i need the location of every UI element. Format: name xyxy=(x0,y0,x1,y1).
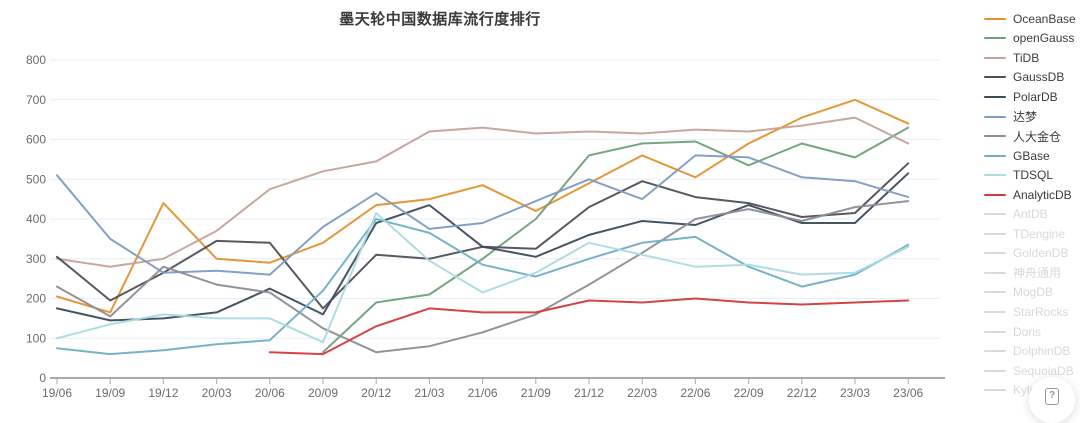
legend-label: OceanBase xyxy=(1013,11,1076,26)
legend-label: GoldenDB xyxy=(1013,246,1069,261)
x-axis-tick-label: 20/06 xyxy=(255,386,285,400)
legend-line-swatch xyxy=(984,95,1006,98)
legend-item-tidb[interactable]: TiDB xyxy=(984,48,1080,68)
legend-label: 神舟通用 xyxy=(1013,266,1062,281)
series-line-TDSQL[interactable] xyxy=(56,212,910,344)
legend-item-tdengine[interactable]: TDengine xyxy=(984,224,1080,244)
legend-line-swatch xyxy=(984,135,1006,138)
legend-line-swatch xyxy=(984,56,1006,59)
legend-line-swatch xyxy=(984,389,1006,392)
x-axis-tick-label: 20/12 xyxy=(361,386,391,400)
y-axis-tick-label: 400 xyxy=(26,212,46,226)
x-axis-tick-label: 21/09 xyxy=(521,386,551,400)
series-line-达梦[interactable] xyxy=(56,154,910,276)
legend-line-swatch xyxy=(984,291,1006,294)
legend-item-opengauss[interactable]: openGauss xyxy=(984,29,1080,49)
x-axis-tick-label: 19/06 xyxy=(42,386,72,400)
x-axis-tick-label: 19/12 xyxy=(148,386,178,400)
legend-label: GaussDB xyxy=(1013,70,1065,85)
legend-line-swatch xyxy=(984,232,1006,235)
legend-line-swatch xyxy=(984,174,1006,177)
x-axis-tick-label: 22/03 xyxy=(627,386,657,400)
legend-line-swatch xyxy=(984,17,1006,20)
legend-label: MogDB xyxy=(1013,285,1054,300)
legend-label: Doris xyxy=(1013,324,1042,339)
legend-line-swatch xyxy=(984,76,1006,79)
legend-line-swatch xyxy=(984,369,1006,372)
legend-label: 人大金仓 xyxy=(1013,129,1062,144)
legend-line-swatch xyxy=(984,350,1006,353)
x-axis-tick-label: 23/03 xyxy=(840,386,870,400)
legend-line-swatch xyxy=(984,37,1006,40)
chart-page: 墨天轮中国数据库流行度排行 0 100 200 300 400 500 600 700 800 1… xyxy=(0,0,1080,414)
x-axis-tick-label: 20/09 xyxy=(308,386,338,400)
legend-label: TDengine xyxy=(1013,226,1066,241)
x-axis-tick-label: 21/06 xyxy=(468,386,498,400)
chart-legend: OceanBase openGauss TiDB GaussDB PolarDB 达梦人大… xyxy=(984,9,1080,400)
legend-line-swatch xyxy=(984,330,1006,333)
broken-image-question-icon: ? xyxy=(1045,387,1059,405)
series-line-GBase[interactable] xyxy=(56,218,910,356)
x-axis-tick-label: 22/09 xyxy=(734,386,764,400)
x-axis-tick-label: 21/03 xyxy=(414,386,444,400)
legend-item-sequoiadb[interactable]: SequoiaDB xyxy=(984,361,1080,381)
y-axis-tick-label: 0 xyxy=(39,371,46,385)
legend-item-doris[interactable]: Doris xyxy=(984,322,1080,342)
legend-label: TiDB xyxy=(1013,50,1040,65)
legend-label: GBase xyxy=(1013,148,1050,163)
legend-line-swatch xyxy=(984,213,1006,216)
floating-help-button[interactable]: ? xyxy=(1029,377,1075,423)
legend-item-dolphindb[interactable]: DolphinDB xyxy=(984,341,1080,361)
legend-item-item-6[interactable]: 人大金仓 xyxy=(984,126,1080,146)
legend-line-swatch xyxy=(984,154,1006,157)
legend-label: TDSQL xyxy=(1013,168,1054,183)
legend-line-swatch xyxy=(984,193,1006,196)
legend-label: AnalyticDB xyxy=(1013,187,1072,202)
series-line-AnalyticDB[interactable] xyxy=(268,297,910,356)
y-axis-tick-label: 300 xyxy=(26,252,46,266)
legend-item-analyticdb[interactable]: AnalyticDB xyxy=(984,185,1080,205)
legend-item-mogdb[interactable]: MogDB xyxy=(984,283,1080,303)
series-line-OceanBase[interactable] xyxy=(56,98,910,314)
legend-line-swatch xyxy=(984,310,1006,313)
series-line-TiDB[interactable] xyxy=(56,116,910,268)
line-chart-canvas[interactable]: 0 100 200 300 400 500 600 700 800 19/06 19/09 19/12… xyxy=(0,0,1080,414)
legend-label: SequoiaDB xyxy=(1013,363,1074,378)
x-axis-tick-label: 19/09 xyxy=(95,386,125,400)
legend-item-gbase[interactable]: GBase xyxy=(984,146,1080,166)
legend-item-antdb[interactable]: AntDB xyxy=(984,204,1080,224)
legend-label: PolarDB xyxy=(1013,89,1058,104)
y-axis-tick-label: 500 xyxy=(26,172,46,186)
y-axis-tick-label: 700 xyxy=(26,93,46,107)
legend-item-polardb[interactable]: PolarDB xyxy=(984,87,1080,107)
legend-item-item-5[interactable]: 达梦 xyxy=(984,107,1080,127)
legend-item-oceanbase[interactable]: OceanBase xyxy=(984,9,1080,29)
x-axis-tick-label: 23/06 xyxy=(893,386,923,400)
legend-label: openGauss xyxy=(1013,31,1075,46)
legend-item-tdsql[interactable]: TDSQL xyxy=(984,165,1080,185)
legend-line-swatch xyxy=(984,271,1006,274)
legend-item-item-13[interactable]: 神舟通用 xyxy=(984,263,1080,283)
chart-title: 墨天轮中国数据库流行度排行 xyxy=(339,11,541,28)
legend-line-swatch xyxy=(984,252,1006,255)
legend-label: 达梦 xyxy=(1013,110,1038,124)
y-axis-tick-label: 800 xyxy=(26,53,46,67)
legend-label: AntDB xyxy=(1013,207,1048,222)
series-line-PolarDB[interactable] xyxy=(56,172,910,322)
series-line-openGauss[interactable] xyxy=(322,126,910,354)
legend-item-gaussdb[interactable]: GaussDB xyxy=(984,68,1080,88)
x-axis-tick-label: 20/03 xyxy=(202,386,232,400)
legend-item-goldendb[interactable]: GoldenDB xyxy=(984,244,1080,264)
series-line-人大金仓[interactable] xyxy=(56,200,910,354)
y-axis-tick-label: 600 xyxy=(26,133,46,147)
x-axis-tick-label: 21/12 xyxy=(574,386,604,400)
legend-label: StarRocks xyxy=(1013,304,1069,319)
legend-label: DolphinDB xyxy=(1013,344,1071,359)
x-axis-tick-label: 22/06 xyxy=(680,386,710,400)
legend-item-starrocks[interactable]: StarRocks xyxy=(984,302,1080,322)
x-axis-tick-label: 22/12 xyxy=(787,386,817,400)
y-axis-tick-label: 200 xyxy=(26,292,46,306)
y-axis-tick-label: 100 xyxy=(26,331,46,345)
legend-line-swatch xyxy=(984,115,1006,118)
